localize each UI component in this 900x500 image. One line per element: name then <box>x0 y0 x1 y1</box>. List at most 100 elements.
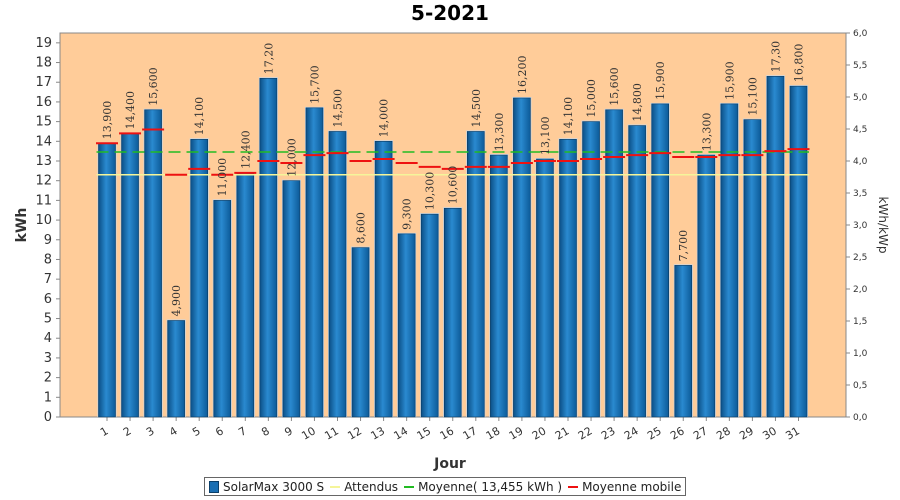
data-label: 13,300 <box>493 113 506 151</box>
bar <box>236 172 255 418</box>
bar <box>720 103 739 418</box>
x-tick-label: 27 <box>691 424 710 442</box>
bar <box>766 76 785 418</box>
left-tick-label: 1 <box>44 390 52 405</box>
bar <box>651 103 670 418</box>
bar <box>351 247 370 418</box>
x-tick-label: 1 <box>98 424 111 439</box>
bar <box>121 133 139 418</box>
x-tick-label: 17 <box>461 424 480 442</box>
bar <box>374 141 393 418</box>
legend-average-swatch <box>404 485 415 488</box>
right-tick-label: 3,0 <box>853 221 868 231</box>
y-axis-title: kWh <box>14 208 30 243</box>
data-label: 15,600 <box>608 67 621 106</box>
data-label: 17,20 <box>262 43 275 75</box>
data-label: 12,000 <box>285 138 298 177</box>
x-tick-label: 24 <box>622 424 641 442</box>
left-tick-label: 2 <box>44 371 52 386</box>
left-tick-label: 8 <box>44 252 52 267</box>
data-label: 12,400 <box>239 130 252 168</box>
data-label: 16,200 <box>516 55 529 94</box>
right-tick-label: 2,5 <box>853 253 867 263</box>
data-label: 8,600 <box>355 212 368 244</box>
bar <box>167 320 185 418</box>
x-axis: 1 2 3 4 5 6 7 8 9 10 11 12 13 14 15 16 17 18 19 20 21 22 23 24 2… <box>98 417 802 443</box>
data-label: 11,000 <box>216 158 229 197</box>
x-tick-label: 15 <box>415 424 434 442</box>
legend-moving-average-swatch <box>568 485 579 488</box>
right-tick-label: 4,5 <box>853 125 867 135</box>
bar <box>490 154 508 418</box>
bar <box>305 107 324 418</box>
x-tick-label: 10 <box>299 424 318 442</box>
legend-label-production: SolarMax 3000 S <box>223 479 325 494</box>
data-label: 16,800 <box>793 44 806 83</box>
legend-label-average: Moyenne( 13,455 kWh ) <box>418 479 563 494</box>
x-tick-label: 11 <box>322 424 341 442</box>
left-tick-label: 19 <box>35 36 52 51</box>
x-tick-label: 19 <box>507 424 526 442</box>
bar <box>328 131 347 418</box>
left-tick-label: 10 <box>35 213 52 228</box>
x-tick-label: 31 <box>783 424 802 442</box>
x-tick-label: 20 <box>530 424 549 442</box>
reference-lines <box>96 128 810 176</box>
legend-expected-swatch <box>330 485 341 488</box>
left-tick-label: 9 <box>44 233 52 248</box>
left-tick-label: 17 <box>35 75 52 90</box>
bar <box>743 119 762 418</box>
left-tick-label: 16 <box>35 95 52 110</box>
left-tick-label: 4 <box>44 331 52 346</box>
y2-axis-title: kWh/kWp <box>876 197 890 254</box>
left-tick-label: 14 <box>35 134 52 149</box>
data-label: 15,000 <box>585 79 598 118</box>
left-tick-label: 13 <box>35 154 52 169</box>
data-label: 7,700 <box>677 230 690 262</box>
data-label: 15,600 <box>147 67 160 106</box>
right-tick-label: 1,0 <box>853 349 868 359</box>
legend-item-production: SolarMax 3000 S <box>209 480 324 494</box>
legend-bar-swatch <box>209 480 219 493</box>
data-label: 14,100 <box>193 97 206 136</box>
bar <box>443 207 462 418</box>
bar <box>559 139 577 418</box>
legend-label-expected: Attendus <box>344 479 399 494</box>
bar <box>628 125 646 418</box>
x-axis-title: Jour <box>433 456 466 472</box>
right-tick-label: 6,0 <box>853 29 868 39</box>
bar <box>536 158 554 418</box>
left-tick-label: 18 <box>35 56 52 71</box>
legend-label-moving-average: Moyenne mobile <box>582 479 682 494</box>
bar <box>605 109 623 418</box>
data-label: 13,300 <box>700 113 713 152</box>
x-tick-label: 8 <box>259 424 272 439</box>
legend-item-moving-average: Moyenne mobile <box>568 480 681 494</box>
data-label: 14,500 <box>470 89 483 128</box>
bar <box>420 213 439 418</box>
bar <box>259 77 278 418</box>
bar <box>674 265 693 418</box>
data-label: 14,000 <box>378 99 391 138</box>
data-label: 13,100 <box>539 117 552 156</box>
x-tick-label: 7 <box>236 424 249 439</box>
right-tick-label: 2,0 <box>853 285 868 295</box>
left-tick-label: 6 <box>44 292 52 307</box>
chart-title: 5-2021 <box>411 1 489 25</box>
x-tick-label: 26 <box>668 424 687 442</box>
data-label: 15,100 <box>746 77 759 116</box>
x-tick-label: 9 <box>282 424 295 439</box>
x-tick-label: 6 <box>213 424 226 439</box>
right-tick-label: 0,0 <box>853 413 868 423</box>
data-label: 17,30 <box>769 41 782 73</box>
right-tick-label: 4,0 <box>853 157 868 167</box>
bar <box>190 139 208 418</box>
bar <box>397 233 416 418</box>
x-tick-label: 30 <box>760 424 779 442</box>
data-label: 13,900 <box>101 101 114 140</box>
data-label: 10,600 <box>447 166 460 205</box>
left-tick-label: 11 <box>35 193 52 208</box>
left-tick-label: 15 <box>35 115 52 130</box>
x-tick-label: 28 <box>714 424 733 442</box>
